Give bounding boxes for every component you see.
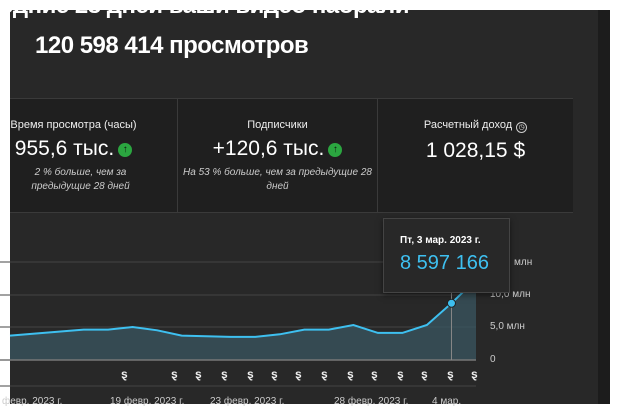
series-line — [9, 278, 477, 338]
x-tick: 23 февр. 2023 г. — [210, 396, 285, 407]
shorts-icon[interactable]: ȿ — [121, 367, 128, 381]
card-note: 2 % больше, чем за предыдущие 28 дней — [31, 167, 130, 192]
chart-tooltip: Пт, 3 мар. 2023 г. 8 597 166 — [383, 218, 510, 293]
area-fill — [10, 279, 476, 360]
card-value: 1 028,15 $ — [425, 139, 526, 162]
shorts-icon[interactable]: ȿ — [447, 367, 454, 381]
x-tick: 4 мар. — [432, 396, 462, 407]
card-revenue[interactable]: Расчетный доход ◷ 1 028,15 $ — [378, 99, 573, 213]
card-label: Подписчики — [247, 119, 308, 131]
shorts-icon[interactable]: ȿ — [371, 367, 378, 381]
x-tick: февр. 2023 г. — [2, 396, 63, 407]
total-views: 120 598 414 просмотров — [35, 32, 309, 59]
x-tick: 28 февр. 2023 г. — [334, 396, 409, 407]
card-value: 955,6 тыс. — [14, 137, 115, 160]
shorts-icon[interactable]: ȿ — [271, 367, 278, 381]
card-subscribers[interactable]: Подписчики +120,6 тыс. ↑ На 53 % больше, … — [178, 99, 378, 213]
shorts-icon[interactable]: ȿ — [221, 367, 228, 381]
arrow-up-icon: ↑ — [118, 143, 133, 157]
shorts-icon[interactable]: ȿ — [347, 367, 354, 381]
arrow-up-icon: ↑ — [328, 143, 343, 157]
card-label: Расчетный доход — [423, 119, 513, 131]
y-tick: 0 — [490, 354, 496, 365]
tooltip-date: Пт, 3 мар. 2023 г. — [400, 235, 481, 246]
data-point — [446, 298, 456, 308]
y-tick: 5,0 млн — [490, 321, 525, 332]
shorts-icon[interactable]: ȿ — [421, 367, 428, 381]
scrollbar[interactable] — [598, 10, 610, 404]
card-note: На 53 % больше, чем за предыдущие 28 дне… — [183, 167, 372, 192]
shorts-icon[interactable]: ȿ — [471, 367, 478, 381]
shorts-icon[interactable]: ȿ — [295, 367, 302, 381]
clock-icon: ◷ — [516, 122, 528, 133]
card-value: +120,6 тыс. — [212, 137, 325, 160]
shorts-icon[interactable]: ȿ — [195, 367, 202, 381]
tooltip-value: 8 597 166 — [400, 252, 489, 274]
shorts-icon[interactable]: ȿ — [397, 367, 404, 381]
chart-svg — [0, 261, 477, 387]
metric-cards: Время просмотра (часы) 955,6 тыс. ↑ 2 % б… — [10, 98, 573, 213]
views-chart[interactable]: млн 10,0 млн 5,0 млн 0 февр. 2023 г. 19 … — [0, 213, 598, 407]
heading-line1: едние 28 дней ваши видео набрали — [0, 0, 410, 19]
shorts-icon[interactable]: ȿ — [321, 367, 328, 381]
shorts-icon[interactable]: ȿ — [171, 367, 178, 381]
card-watch-time[interactable]: Время просмотра (часы) 955,6 тыс. ↑ 2 % б… — [0, 99, 178, 213]
shorts-icon[interactable]: ȿ — [247, 367, 254, 381]
y-tick: млн — [514, 257, 533, 268]
x-tick: 19 февр. 2023 г. — [110, 396, 185, 407]
y-tick: 10,0 млн — [490, 289, 531, 300]
card-label: Время просмотра (часы) — [10, 119, 137, 131]
